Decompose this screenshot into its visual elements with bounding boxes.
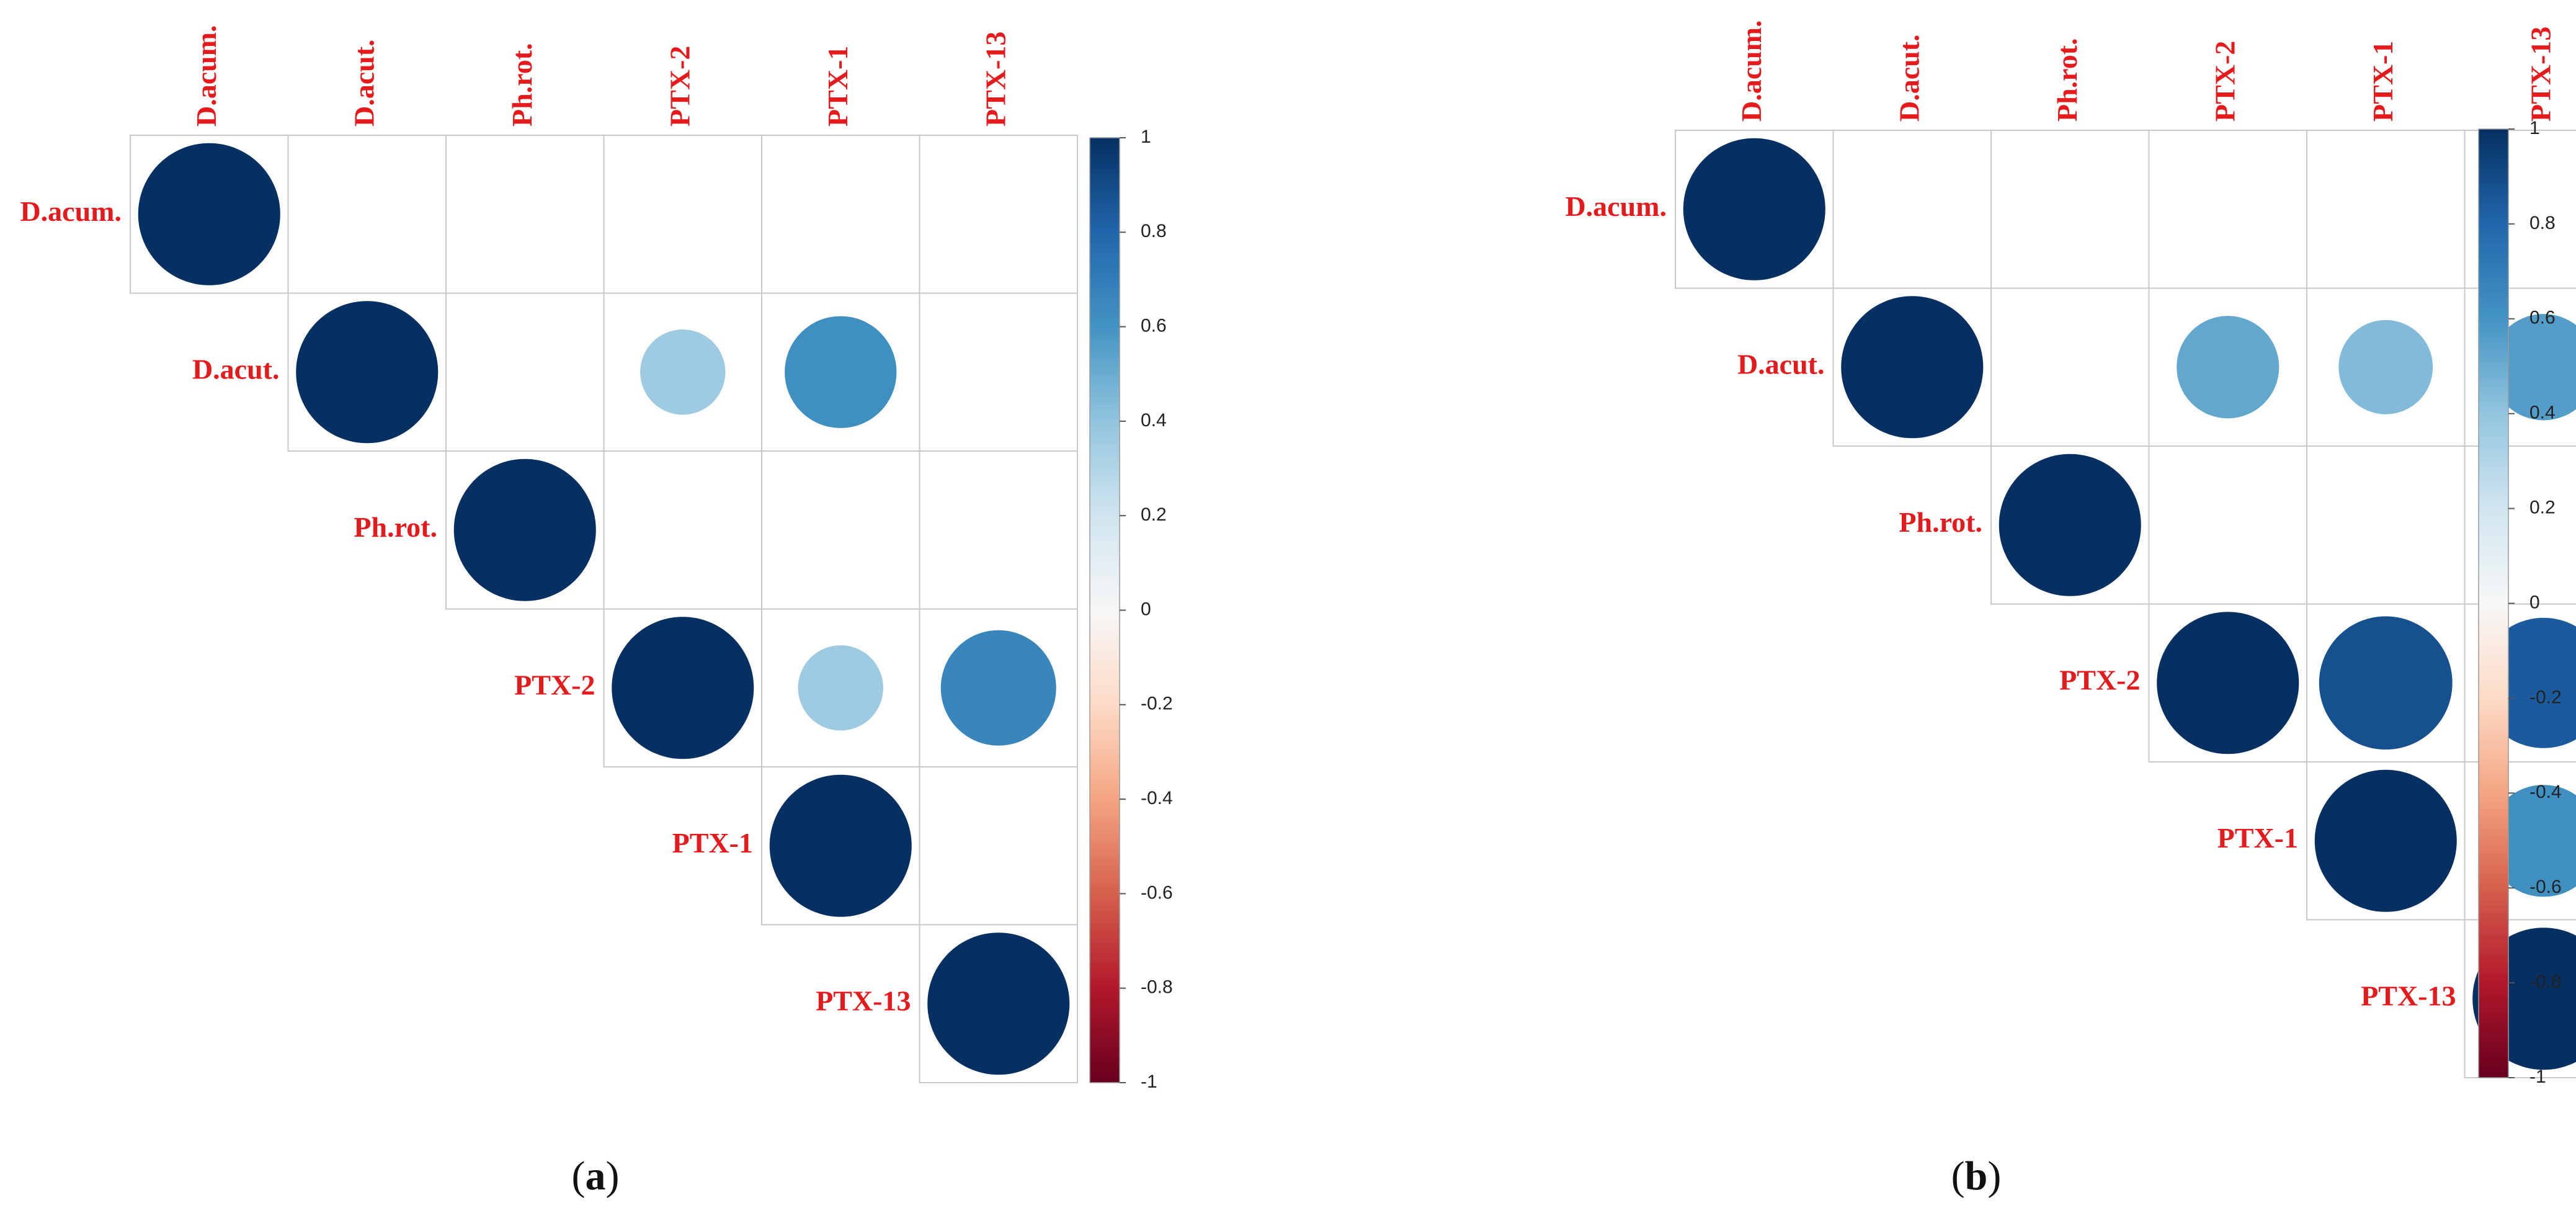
colorbar-tick-label: -0.2 — [2529, 687, 2562, 707]
colorbar-tick-label: 0.2 — [1141, 504, 1167, 525]
correlation-plot-b: D.acum. D.acut. Ph.rot. PTX-2 PTX-1 PTX-13 D.a… — [1288, 0, 2576, 1221]
grid-cell — [287, 135, 447, 294]
row-label: PTX-2 — [514, 669, 595, 700]
row-label: D.acum. — [20, 195, 122, 227]
row-label: PTX-13 — [2361, 980, 2456, 1011]
colorbar-tick-label: 0.2 — [2529, 498, 2556, 518]
column-label: PTX-1 — [2367, 41, 2399, 122]
column-label: PTX-2 — [2209, 41, 2240, 122]
colorbar-tick-label: 0.6 — [1141, 316, 1167, 336]
corr-circle-D.acut.-PTX-2 — [640, 329, 726, 415]
grid-cell — [1990, 287, 2150, 447]
panel-caption-a: (a) — [571, 1153, 620, 1199]
column-label: D.acum. — [190, 25, 222, 127]
column-label: PTX-13 — [2525, 27, 2556, 122]
column-label: D.acum. — [1736, 20, 1767, 122]
colorbar-tick-label: -0.6 — [1141, 882, 1173, 903]
caption-letter-a: a — [585, 1153, 606, 1199]
colorbar-tick-label: -0.8 — [1141, 977, 1173, 998]
corr-circle-D.acum.-D.acum. — [138, 143, 280, 285]
corr-circle-PTX-1-PTX-13 — [2487, 785, 2576, 897]
corr-circle-D.acum.-D.acum. — [1683, 138, 1825, 280]
grid-cell — [919, 135, 1078, 294]
colorbar-tick-label: -0.4 — [1141, 788, 1173, 808]
grid-cell — [761, 135, 920, 294]
corr-circle-D.acut.-PTX-1 — [785, 316, 897, 428]
colorbar-tick-label: 0 — [1141, 599, 1151, 619]
row-label: D.acut. — [192, 353, 280, 385]
corr-circle-PTX-2-PTX-13 — [940, 630, 1056, 746]
column-label: PTX-1 — [822, 46, 853, 127]
column-label: PTX-13 — [979, 32, 1011, 127]
grid-cell — [919, 450, 1078, 610]
colorbar-tick-label: 0.8 — [1141, 221, 1167, 241]
grid-cell — [2148, 445, 2307, 605]
corr-circle-PTX-13-PTX-13 — [927, 933, 1070, 1075]
row-label: PTX-1 — [2217, 822, 2298, 854]
grid-cell — [2148, 130, 2307, 289]
row-label: PTX-2 — [2059, 664, 2140, 695]
grid-cell — [603, 450, 762, 610]
corr-circle-PTX-1-PTX-1 — [769, 774, 912, 917]
colorbar-tick-label: 0.8 — [2529, 213, 2556, 233]
row-label: D.acut. — [1737, 348, 1825, 380]
grid-cell — [919, 292, 1078, 452]
caption-letter-b: b — [1964, 1153, 1988, 1199]
grid-cell — [445, 135, 605, 294]
grid-cell — [2306, 130, 2466, 289]
corr-circle-PTX-1-PTX-1 — [2314, 769, 2457, 912]
row-label: Ph.rot. — [1899, 506, 1982, 538]
column-label: D.acut. — [348, 39, 380, 127]
grid-cell — [919, 766, 1078, 926]
grid-cell — [1832, 130, 1992, 289]
row-label: Ph.rot. — [354, 511, 437, 543]
grid-cell — [603, 135, 762, 294]
colorbar-tick-label: -0.6 — [2529, 877, 2562, 897]
colorbar-tick-label: -0.2 — [1141, 694, 1173, 714]
corr-circle-PTX-2-PTX-2 — [2157, 612, 2299, 754]
colorbar-tick-label: 0.4 — [2529, 403, 2556, 423]
corr-circle-D.acut.-D.acut. — [296, 301, 439, 444]
column-label: Ph.rot. — [506, 43, 538, 127]
grid-cell — [761, 450, 920, 610]
colorbar-tick-label: -0.8 — [2529, 972, 2562, 992]
colorbar — [2478, 128, 2509, 1078]
corr-circle-D.acut.-PTX-1 — [2338, 320, 2433, 414]
correlation-chart-a: D.acum. D.acut. Ph.rot. PTX-2 PTX-1 PTX-13 D.a… — [20, 25, 1173, 1092]
correlation-plot-a: D.acum. D.acut. Ph.rot. PTX-2 PTX-1 PTX-13 D.a… — [20, 25, 1173, 1199]
corr-circle-PTX-2-PTX-1 — [798, 645, 883, 731]
row-label: PTX-1 — [672, 827, 753, 859]
corr-circle-Ph.rot.-Ph.rot. — [453, 458, 596, 601]
corr-circle-D.acut.-PTX-2 — [2177, 316, 2280, 419]
colorbar-tick-label: -1 — [2529, 1067, 2546, 1087]
corr-circle-PTX-2-PTX-2 — [612, 617, 754, 759]
colorbar-tick-label: -0.4 — [2529, 782, 2562, 802]
row-label: D.acum. — [1565, 190, 1667, 222]
corr-circle-D.acut.-D.acut. — [1841, 296, 1984, 439]
colorbar-tick-label: 0 — [2529, 592, 2540, 612]
grid-cell — [1990, 130, 2150, 289]
panel-caption-b: (b) — [1951, 1153, 2002, 1199]
column-label: Ph.rot. — [2051, 38, 2083, 122]
colorbar-tick-label: -1 — [1141, 1071, 1157, 1092]
colorbar — [1089, 137, 1120, 1083]
colorbar-tick-label: 1 — [1141, 127, 1151, 147]
colorbar-tick-label: 0.6 — [2529, 308, 2556, 328]
grid-cell — [445, 292, 605, 452]
column-label: D.acut. — [1893, 34, 1925, 122]
colorbar-tick-label: 1 — [2529, 118, 2540, 138]
corr-circle-PTX-2-PTX-1 — [2319, 616, 2453, 750]
grid-cell — [2306, 445, 2466, 605]
corr-circle-D.acut.-PTX-13 — [2490, 314, 2576, 421]
corr-circle-Ph.rot.-Ph.rot. — [1999, 454, 2141, 596]
correlation-chart-b: D.acum. D.acut. Ph.rot. PTX-2 PTX-1 PTX-13 D.a… — [1565, 20, 2576, 1087]
row-label: PTX-13 — [816, 985, 911, 1016]
column-label: PTX-2 — [664, 46, 695, 127]
colorbar-tick-label: 0.4 — [1141, 410, 1167, 431]
